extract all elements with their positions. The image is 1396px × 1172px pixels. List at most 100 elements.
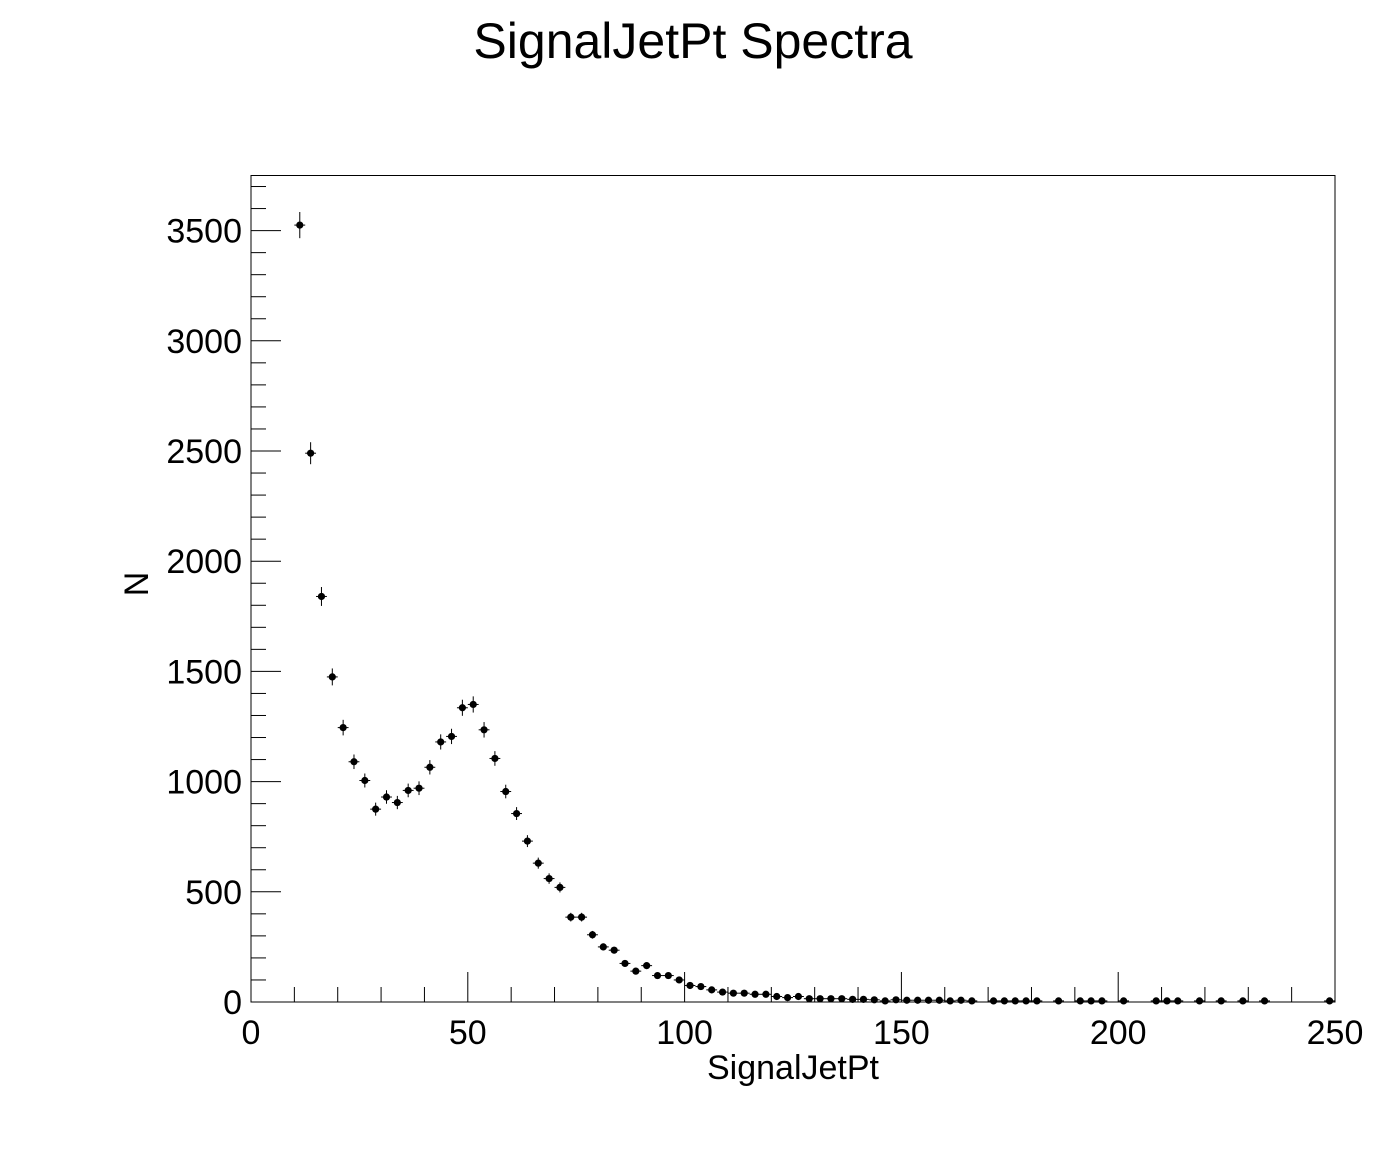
data-point <box>1161 997 1173 1005</box>
point-marker <box>664 971 672 980</box>
y-tick-label: 0 <box>223 984 242 1022</box>
point-marker <box>1195 997 1204 1005</box>
data-point <box>337 719 349 736</box>
x-tick-label: 250 <box>1307 1014 1364 1052</box>
point-marker <box>892 996 900 1004</box>
point-marker <box>1011 997 1019 1005</box>
data-point <box>391 795 403 810</box>
point-marker <box>1033 997 1041 1005</box>
data-point <box>868 996 880 1004</box>
data-point <box>1172 997 1184 1005</box>
point-marker <box>935 996 943 1004</box>
data-point <box>901 996 913 1004</box>
point-marker <box>317 592 326 601</box>
data-point <box>1194 997 1205 1005</box>
point-marker <box>881 997 889 1005</box>
point-marker <box>578 913 586 921</box>
data-point <box>1085 997 1097 1005</box>
point-marker <box>404 786 412 795</box>
point-marker <box>762 990 770 998</box>
point-marker <box>1217 997 1225 1005</box>
x-tick-label: 200 <box>1090 1014 1147 1052</box>
data-point <box>793 992 804 1001</box>
data-point <box>933 996 945 1004</box>
point-marker <box>729 989 737 997</box>
point-marker <box>686 981 694 990</box>
point-marker <box>437 738 445 746</box>
point-marker <box>480 726 488 734</box>
data-point <box>565 912 577 922</box>
data-point <box>1237 997 1249 1005</box>
data-point <box>576 912 588 922</box>
x-axis: 0 50 100 150 200 250 <box>242 972 1364 1052</box>
point-marker <box>675 976 683 984</box>
data-point <box>782 993 793 1002</box>
data-point <box>879 997 891 1005</box>
point-marker <box>545 874 553 883</box>
data-point <box>988 997 999 1005</box>
point-marker <box>491 754 499 763</box>
point-marker <box>740 989 748 997</box>
data-point <box>435 734 447 750</box>
point-marker <box>924 996 933 1004</box>
point-marker <box>350 758 358 766</box>
point-marker <box>1152 997 1160 1005</box>
point-marker <box>1054 997 1063 1005</box>
point-marker <box>328 673 336 681</box>
point-marker <box>838 995 846 1003</box>
data-point <box>944 997 956 1005</box>
data-point <box>966 997 978 1005</box>
y-axis-label: N <box>118 572 156 597</box>
x-tick-label: 100 <box>656 1014 713 1052</box>
data-point <box>955 996 967 1004</box>
data-point <box>522 835 533 848</box>
point-marker <box>339 724 347 732</box>
point-marker <box>870 996 878 1004</box>
data-point <box>359 773 371 788</box>
point-marker <box>296 221 304 229</box>
data-point <box>467 696 479 713</box>
data-point <box>706 986 718 994</box>
point-marker <box>556 883 564 891</box>
data-point <box>717 988 728 996</box>
x-tick-label: 150 <box>873 1014 930 1052</box>
point-marker <box>567 913 575 921</box>
point-marker <box>382 793 391 801</box>
point-marker <box>794 992 803 1001</box>
data-point <box>554 882 566 893</box>
point-marker <box>502 787 510 796</box>
point-marker <box>946 997 954 1005</box>
point-marker <box>643 962 651 970</box>
plot-frame <box>250 175 1336 1003</box>
y-tick-label: 3000 <box>166 323 242 361</box>
point-marker <box>588 931 597 939</box>
data-point <box>1020 997 1032 1005</box>
data-point <box>923 996 934 1004</box>
data-point <box>814 995 826 1003</box>
data-point <box>608 946 620 954</box>
data-point <box>305 442 317 465</box>
point-marker <box>1239 997 1247 1005</box>
data-point <box>587 930 598 939</box>
data-point <box>316 587 327 606</box>
data-point <box>1215 997 1227 1005</box>
point-marker <box>1000 997 1008 1005</box>
y-axis: 0 500 1000 1500 2000 2500 3000 3500 <box>166 186 281 1022</box>
data-point <box>630 967 642 975</box>
y-tick-label: 3500 <box>166 213 242 251</box>
data-point <box>858 995 869 1003</box>
point-marker <box>849 995 857 1003</box>
data-point <box>760 990 772 998</box>
point-marker <box>827 995 835 1003</box>
point-marker <box>610 946 618 954</box>
point-marker <box>458 704 466 712</box>
point-marker <box>697 982 705 991</box>
point-marker <box>914 996 922 1004</box>
data-point <box>348 754 360 770</box>
data-point <box>673 976 685 984</box>
data-point <box>1009 997 1021 1005</box>
data-point <box>1150 997 1162 1005</box>
data-point <box>370 802 382 816</box>
point-marker <box>653 971 662 980</box>
data-point <box>1118 997 1130 1005</box>
